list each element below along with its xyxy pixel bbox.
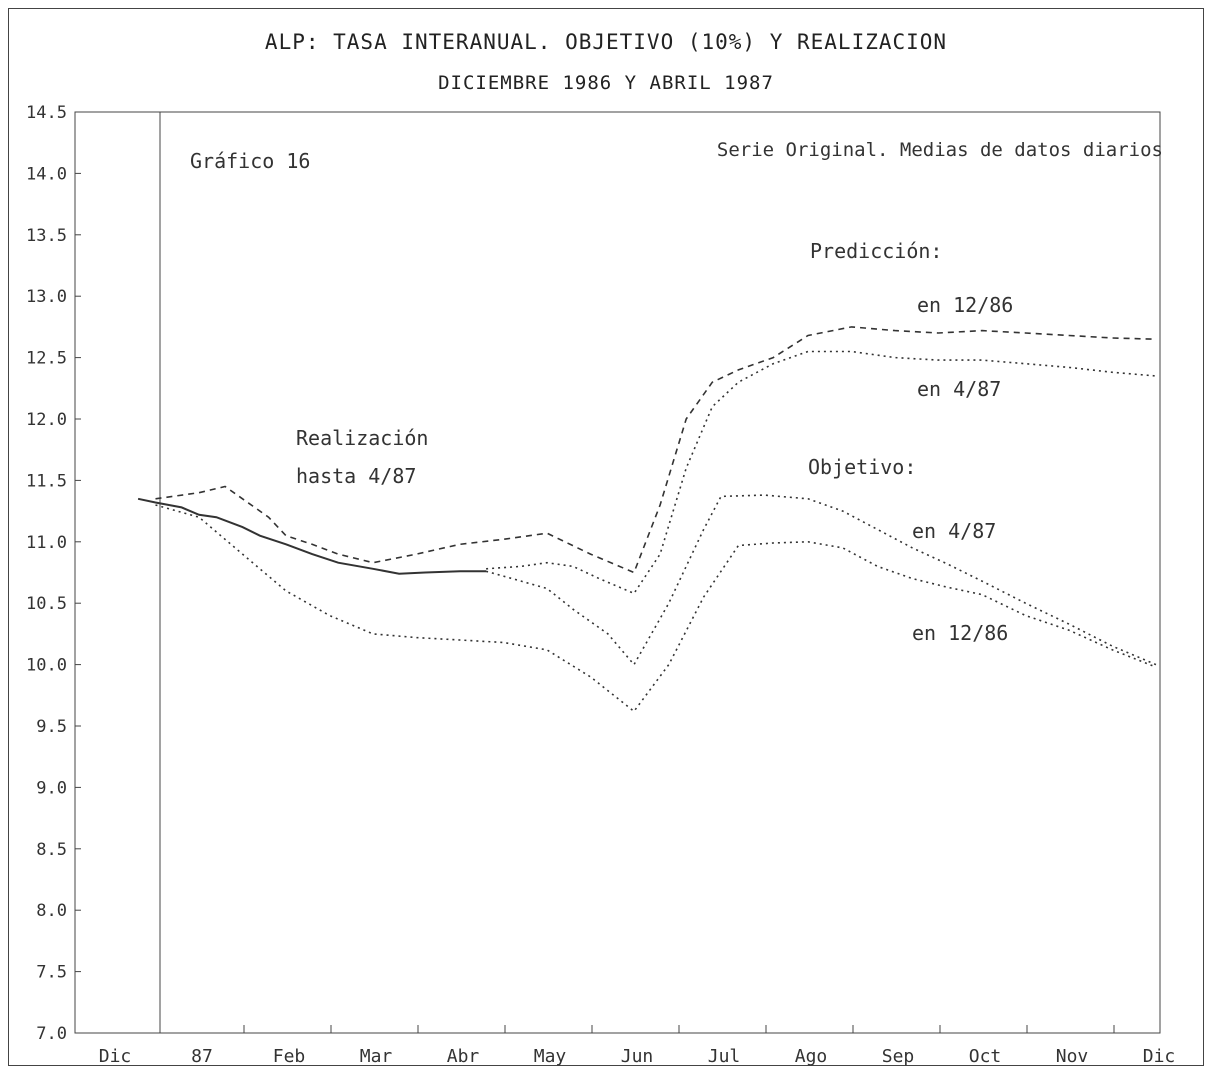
y-tick-label: 8.5 [36,840,67,860]
y-tick-label: 7.5 [36,963,67,983]
chart-subtitle: DICIEMBRE 1986 Y ABRIL 1987 [438,72,774,94]
y-tick-label: 7.0 [36,1024,67,1044]
series-line [155,504,1157,713]
x-tick-label: 87 [191,1046,213,1067]
chart-frame [8,8,1204,1066]
x-tick-label: May [534,1046,567,1067]
x-tick-label: Feb [273,1046,306,1067]
y-tick-label: 8.0 [36,901,67,921]
x-tick-label: Ago [795,1046,828,1067]
plot-area [74,111,1161,1034]
y-tick-label: 11.0 [26,533,67,553]
prediction-12-86-label: en 12/86 [917,293,1013,317]
chart-title: ALP: TASA INTERANUAL. OBJETIVO (10%) Y R… [264,30,948,54]
x-tick-label: Nov [1056,1046,1089,1067]
x-tick-label: Mar [360,1046,393,1067]
chart-label: Gráfico 16 [190,149,310,173]
y-tick-label: 10.5 [26,594,67,614]
x-tick-label: Jun [621,1046,654,1067]
series-line [155,326,1157,574]
x-tick-label: Dic [1143,1046,1176,1067]
y-tick-label: 11.5 [26,471,67,491]
x-tick-label: Abr [447,1046,480,1067]
series-line [137,497,487,575]
x-tick-label: Sep [882,1046,915,1067]
y-tick-label: 9.5 [36,717,67,737]
chart-note: Serie Original. Medias de datos diarios [717,139,1163,161]
objective-12-86-label: en 12/86 [912,621,1008,645]
x-tick-label: Dic [99,1046,132,1067]
realizacion-label: Realización [296,426,428,450]
series-line [485,494,1157,666]
y-tick-label: 14.0 [26,164,67,184]
y-tick-label: 12.5 [26,349,67,369]
prediction-label: Predicción: [810,239,942,263]
y-tick-label: 13.0 [26,287,67,307]
realizacion-label-2: hasta 4/87 [296,464,416,488]
objective-4-87-label: en 4/87 [912,519,996,543]
y-tick-label: 14.5 [26,103,67,123]
y-tick-label: 9.0 [36,778,67,798]
prediction-4-87-label: en 4/87 [917,377,1001,401]
y-tick-label: 13.5 [26,226,67,246]
x-tick-label: Oct [969,1046,1002,1067]
x-tick-label: Jul [708,1046,741,1067]
y-tick-label: 10.0 [26,656,67,676]
y-tick-label: 12.0 [26,410,67,430]
objective-label: Objetivo: [808,455,916,479]
